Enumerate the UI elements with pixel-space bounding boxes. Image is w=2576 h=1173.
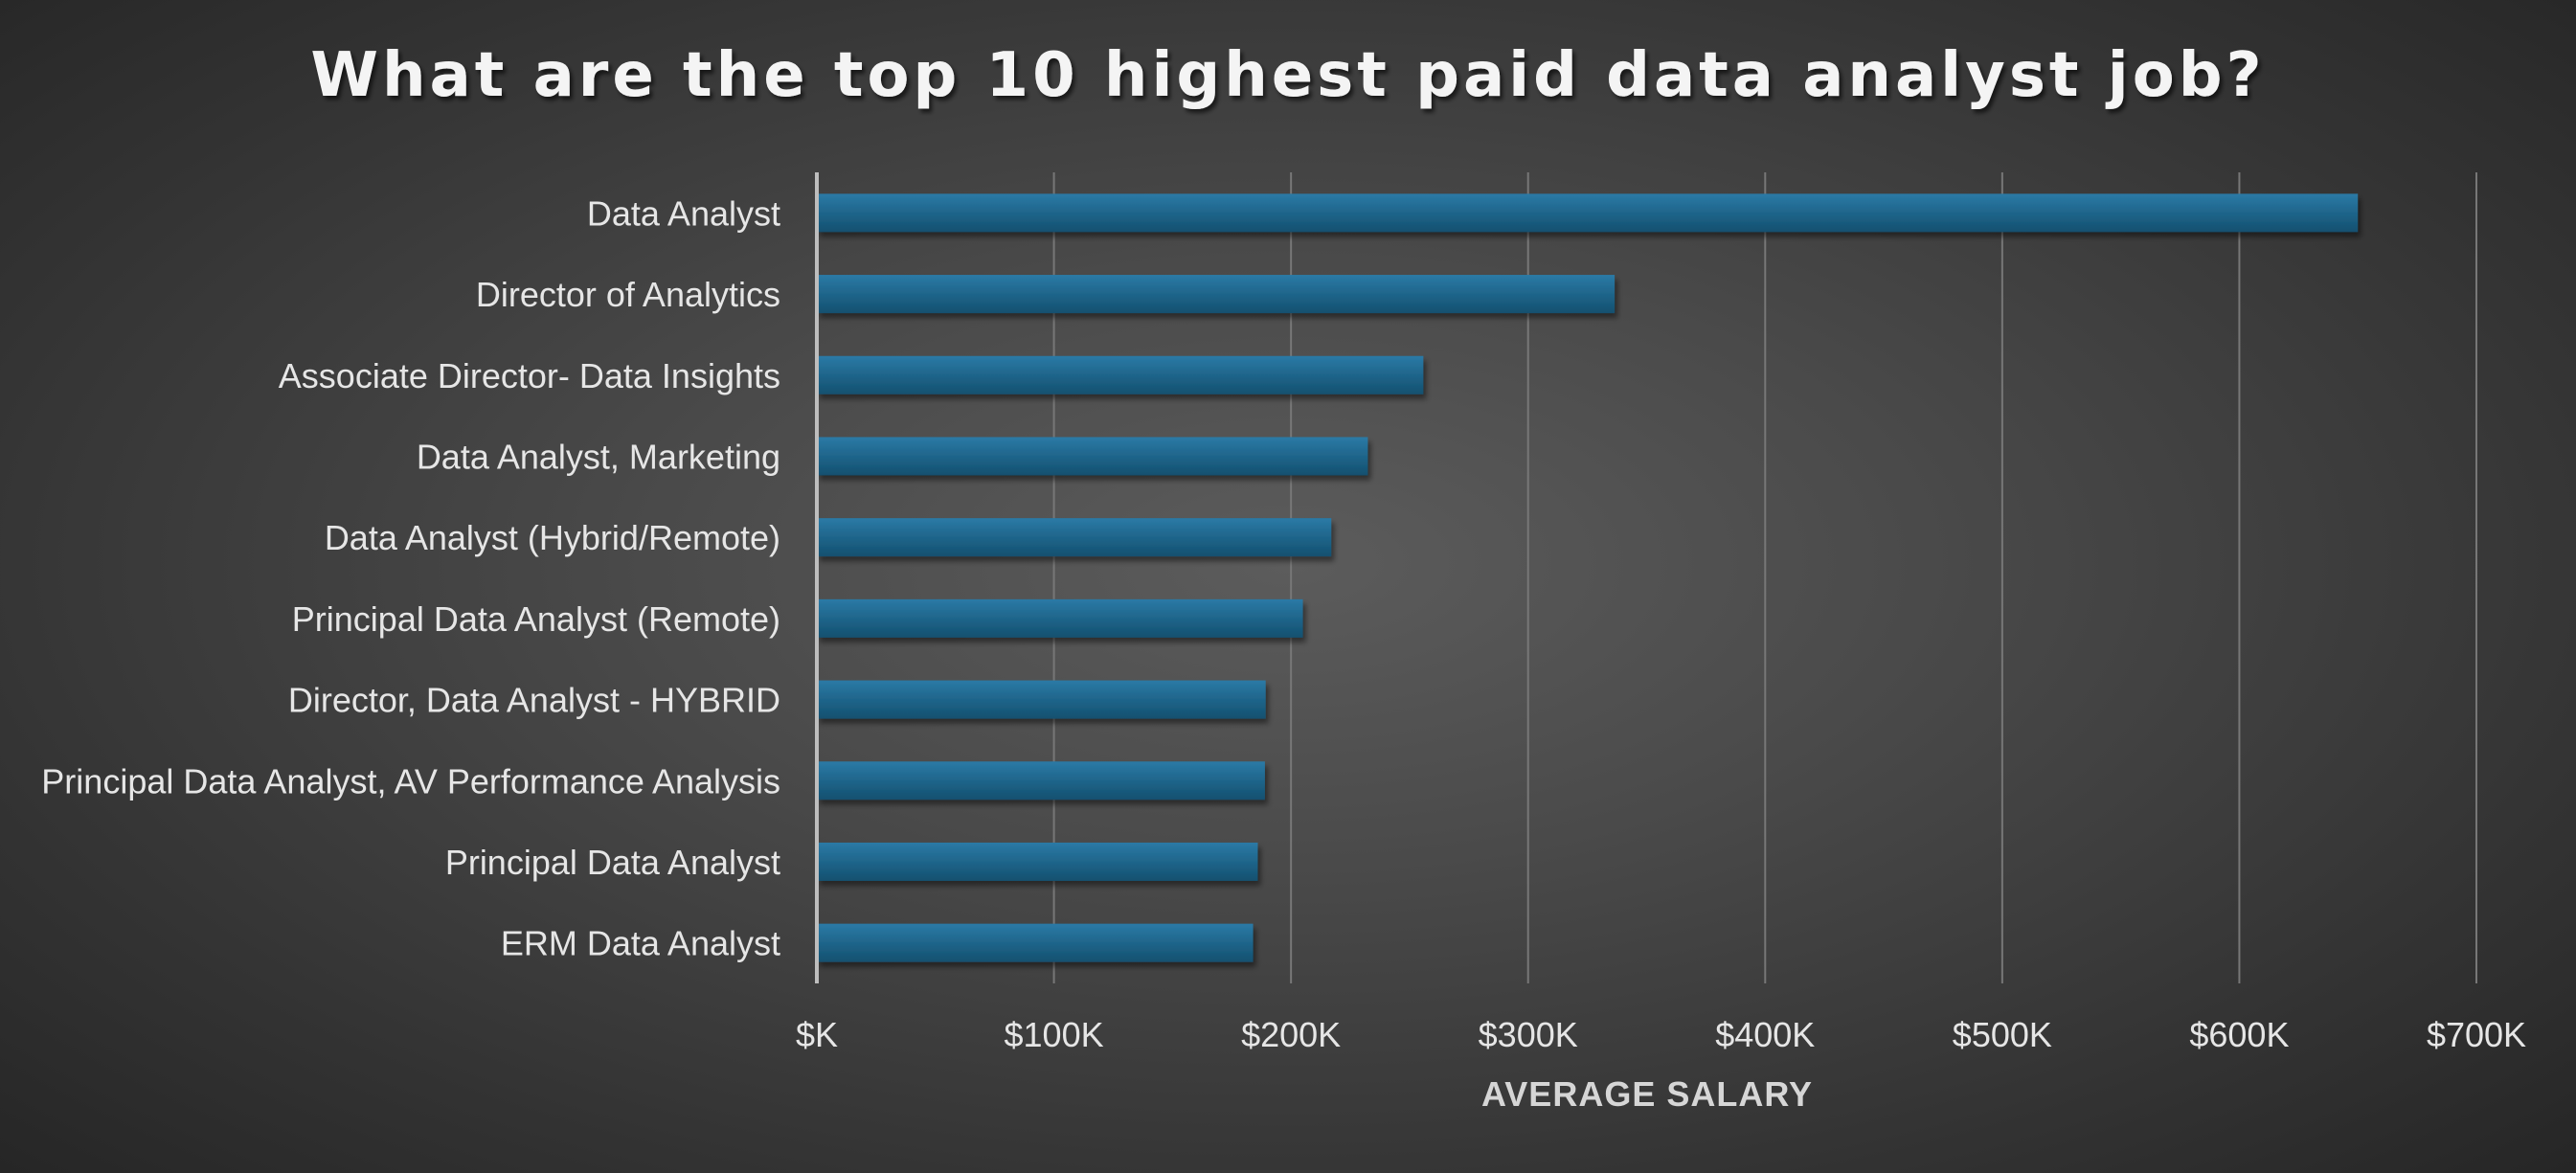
category-label: Data Analyst <box>587 193 780 233</box>
bar <box>817 598 1303 638</box>
bar <box>817 275 1616 314</box>
bar <box>817 761 1265 801</box>
category-label: Data Analyst (Hybrid/Remote) <box>325 518 780 557</box>
category-label: Principal Data Analyst (Remote) <box>292 599 780 639</box>
bar <box>817 355 1424 395</box>
x-tick-label: $500K <box>1953 1015 2052 1054</box>
category-label: Principal Data Analyst, AV Performance A… <box>41 761 780 801</box>
bar <box>817 437 1368 476</box>
category-label: Director, Data Analyst - HYBRID <box>288 681 780 720</box>
x-tick-label: $K <box>796 1015 838 1054</box>
category-labels: Data Analyst Director of Analytics Associa… <box>41 193 780 962</box>
x-tick-label: $600K <box>2189 1015 2289 1054</box>
x-tick-label: $200K <box>1241 1015 1341 1054</box>
bar <box>817 680 1266 719</box>
bar <box>817 923 1254 962</box>
bars <box>817 193 2359 962</box>
category-label: Director of Analytics <box>476 275 780 314</box>
bar <box>817 193 2359 233</box>
category-label: Principal Data Analyst <box>445 843 780 882</box>
bar <box>817 518 1332 557</box>
x-tick-label: $700K <box>2427 1015 2526 1054</box>
chart-title: What are the top 10 highest paid data an… <box>310 40 2265 111</box>
bar <box>817 842 1258 881</box>
x-tick-labels: $K $100K $200K $300K $400K $500K $600K $700K <box>796 1015 2526 1054</box>
x-tick-label: $300K <box>1479 1015 1578 1054</box>
x-tick-label: $400K <box>1715 1015 1815 1054</box>
category-label: ERM Data Analyst <box>501 924 780 963</box>
x-axis-title: AVERAGE SALARY <box>1481 1074 1813 1114</box>
x-tick-label: $100K <box>1005 1015 1104 1054</box>
category-label: Associate Director- Data Insights <box>279 356 780 395</box>
category-label: Data Analyst, Marketing <box>417 437 780 476</box>
